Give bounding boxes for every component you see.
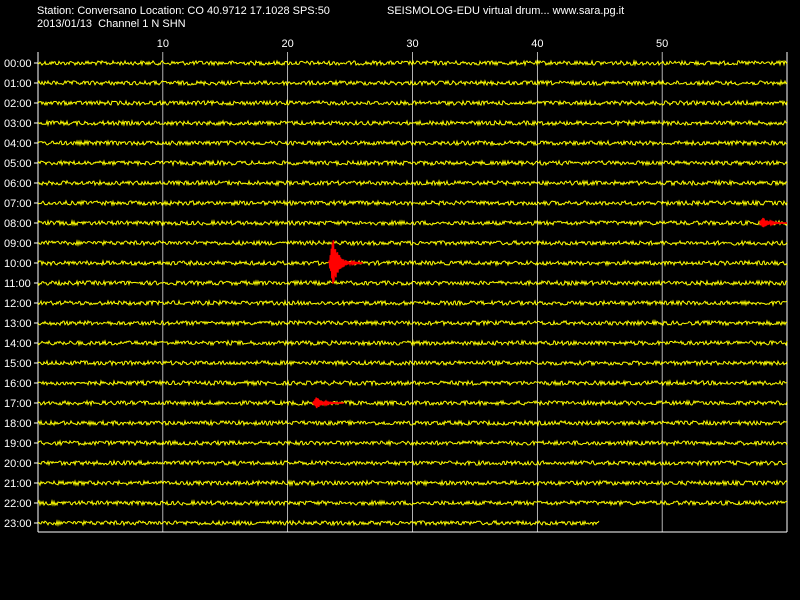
trace-line — [37, 399, 788, 408]
hour-label: 07:00 — [4, 198, 32, 210]
hour-label: 23:00 — [4, 518, 32, 530]
trace-line — [37, 459, 788, 467]
station-info: Station: Conversano Location: CO 40.9712… — [37, 5, 330, 17]
x-tick-label: 20 — [282, 38, 294, 50]
hour-label: 22:00 — [4, 498, 32, 510]
trace-line — [37, 419, 788, 427]
date-channel-info: 2013/01/13 Channel 1 N SHN — [37, 18, 186, 30]
hour-label: 16:00 — [4, 378, 32, 390]
traces — [37, 59, 788, 527]
app-title: SEISMOLOG-EDU virtual drum... www.sara.p… — [387, 5, 625, 17]
hour-label: 15:00 — [4, 358, 32, 370]
hour-label: 05:00 — [4, 158, 32, 170]
trace-line — [37, 139, 787, 147]
trace-line — [37, 258, 788, 268]
trace-line — [37, 519, 600, 527]
trace-line — [37, 178, 788, 188]
trace-line — [37, 379, 788, 387]
trace-line — [37, 219, 788, 227]
x-tick-label: 30 — [406, 38, 418, 50]
hour-label: 12:00 — [4, 298, 32, 310]
trace-line — [37, 159, 788, 167]
hour-label: 00:00 — [4, 58, 32, 70]
trace-line — [37, 199, 788, 207]
hour-labels: 00:00 01:00 02:00 03:00 04:00 05:00 06:00 07:00… — [4, 58, 38, 530]
trace-line — [37, 299, 788, 307]
trace-line — [37, 99, 788, 107]
hour-label: 17:00 — [4, 398, 32, 410]
hour-label: 19:00 — [4, 438, 32, 450]
hour-label: 11:00 — [4, 278, 31, 290]
trace-line — [37, 479, 788, 488]
hour-label: 02:00 — [4, 98, 32, 110]
seismic-event — [312, 397, 344, 409]
trace-line — [37, 359, 788, 367]
trace-line — [37, 79, 788, 87]
seismic-event — [328, 240, 363, 284]
trace-line — [37, 119, 788, 127]
trace-line — [37, 279, 788, 287]
x-tick-label: 40 — [531, 38, 543, 50]
hour-label: 10:00 — [4, 258, 32, 270]
hour-label: 08:00 — [4, 218, 32, 230]
trace-line — [37, 439, 788, 447]
hour-label: 04:00 — [4, 138, 32, 150]
hour-label: 14:00 — [4, 338, 32, 350]
seismic-event — [758, 217, 787, 228]
hour-label: 21:00 — [4, 478, 32, 490]
x-tick-label: 10 — [157, 38, 169, 50]
hour-label: 06:00 — [4, 178, 32, 190]
hour-label: 13:00 — [4, 318, 32, 330]
trace-line — [38, 239, 788, 247]
trace-line — [37, 339, 788, 347]
hour-label: 01:00 — [4, 78, 32, 90]
hour-label: 03:00 — [4, 118, 32, 130]
x-axis-ticks: 10 20 30 40 50 — [157, 38, 669, 50]
hour-label: 20:00 — [4, 458, 32, 470]
hour-label: 18:00 — [4, 418, 32, 430]
x-tick-label: 50 — [656, 38, 668, 50]
trace-line — [37, 59, 788, 67]
trace-line — [37, 318, 787, 327]
events — [312, 217, 787, 409]
grid — [37, 52, 788, 533]
trace-line — [37, 499, 788, 507]
hour-label: 09:00 — [4, 238, 32, 250]
